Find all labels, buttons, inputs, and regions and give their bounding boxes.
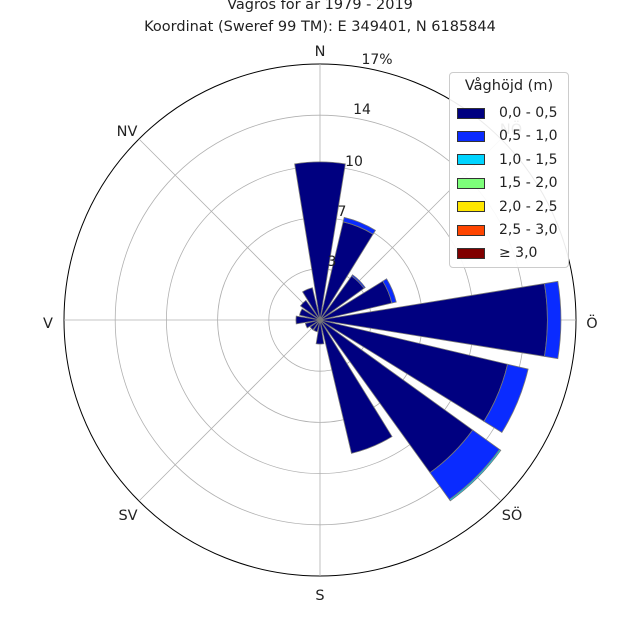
- bar-sector: [543, 280, 562, 360]
- legend-label: 0,0 - 0,5: [499, 105, 558, 121]
- legend-label: 1,5 - 2,0: [499, 175, 558, 192]
- legend-item: 0,0 - 0,5: [457, 105, 558, 121]
- legend-item: 2,0 - 2,5: [457, 198, 558, 215]
- radial-tick-label: 10: [345, 154, 363, 170]
- direction-label: NV: [117, 124, 138, 140]
- legend-swatch: [457, 177, 485, 189]
- legend-swatch: [457, 107, 485, 119]
- legend-label: 1,0 - 1,5: [499, 151, 558, 168]
- direction-label: S: [315, 588, 324, 604]
- bar-sector: [448, 448, 502, 502]
- direction-label: V: [43, 316, 53, 332]
- bar-sector: [315, 319, 325, 345]
- legend-item: 1,5 - 2,0: [457, 175, 558, 192]
- bar-sector: [319, 319, 393, 454]
- legend-swatch: [457, 247, 485, 259]
- legend-swatch: [457, 154, 485, 166]
- legend-label: 2,5 - 3,0: [499, 222, 558, 238]
- bar-sector: [382, 278, 397, 304]
- bar-sector: [302, 287, 321, 321]
- direction-label: Ö: [586, 314, 597, 332]
- direction-label: SV: [118, 508, 137, 524]
- legend: Våghöjd (m) 0,0 - 0,5 0,5 - 1,0 1,0 - 1,5 1…: [449, 72, 569, 268]
- radial-tick-label: 7: [338, 204, 347, 220]
- legend-item: 2,5 - 3,0: [457, 222, 558, 238]
- bar-sector: [304, 319, 321, 329]
- radial-tick-label: 3: [328, 254, 337, 270]
- legend-swatch: [457, 201, 485, 213]
- bar-sector: [294, 161, 346, 321]
- bar-sector: [313, 319, 321, 333]
- grid-spoke: [138, 319, 321, 502]
- legend-item: 1,0 - 1,5: [457, 151, 558, 168]
- grid-spoke: [138, 138, 321, 321]
- radial-tick-label: 17%: [361, 52, 392, 68]
- radial-tick-label: 14: [353, 102, 371, 118]
- direction-label: N: [315, 44, 326, 60]
- legend-item: 0,5 - 1,0: [457, 128, 558, 145]
- bar-sector: [298, 308, 321, 321]
- bar-sector: [483, 363, 529, 433]
- legend-item: ≥ 3,0: [457, 245, 538, 262]
- bar-sector: [342, 216, 376, 235]
- legend-label: 2,0 - 2,5: [499, 198, 558, 215]
- bar-sector: [309, 319, 321, 331]
- bar-sector: [351, 274, 366, 289]
- legend-title: Våghöjd (m): [464, 78, 554, 94]
- chart-subtitle: Koordinat (Sweref 99 TM): E 349401, N 61…: [144, 19, 496, 35]
- bar-sector: [295, 315, 321, 325]
- bar-sector: [299, 299, 321, 321]
- legend-label: 0,5 - 1,0: [499, 128, 558, 145]
- legend-swatch: [457, 224, 485, 236]
- chart-title: Vågros för år 1979 - 2019: [227, 0, 413, 13]
- direction-label: SÖ: [502, 506, 523, 524]
- sector-bars: [294, 161, 562, 502]
- legend-swatch: [457, 130, 485, 142]
- legend-label: ≥ 3,0: [499, 245, 538, 262]
